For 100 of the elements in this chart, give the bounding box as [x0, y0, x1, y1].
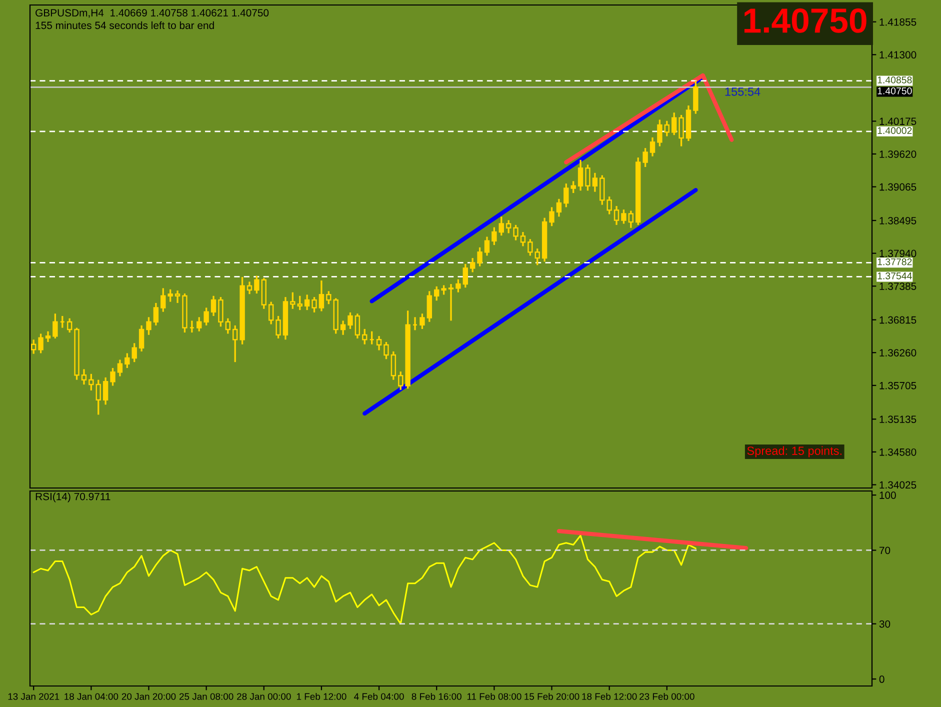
- candlestick: [549, 206, 554, 227]
- candlestick: [462, 263, 468, 288]
- x-tick-label: 25 Jan 08:00: [179, 693, 234, 700]
- candlestick: [225, 317, 231, 335]
- candlestick: [160, 287, 166, 313]
- y-tick-label: 1.37385: [880, 282, 916, 290]
- x-tick-label: 4 Feb 04:00: [354, 692, 404, 700]
- candlestick: [528, 238, 533, 256]
- candlestick: [276, 315, 281, 340]
- y-tick-label: 1.35705: [880, 382, 916, 390]
- candlestick: [312, 296, 317, 314]
- line-series: [32, 534, 696, 625]
- candlestick: [81, 368, 87, 386]
- candlestick: [117, 358, 123, 378]
- candlestick: [246, 280, 252, 295]
- y-tick-label: 30: [879, 620, 890, 628]
- candlestick: [232, 324, 238, 363]
- candlestick: [657, 118, 662, 148]
- candlestick: [138, 324, 144, 352]
- x-tick-label: 13 Jan 2021: [8, 693, 60, 700]
- candlestick: [30, 338, 36, 355]
- candlestick: [45, 330, 51, 343]
- candlestick: [110, 367, 116, 387]
- chart-title: GBPUSDm,H4 1.40669 1.40758 1.40621 1.40750: [36, 9, 269, 18]
- annotation: 155:54: [725, 88, 760, 96]
- candlestick: [578, 159, 584, 192]
- y-tick-label: 100: [880, 492, 896, 499]
- candlestick: [484, 236, 490, 256]
- y-tick-label: 1.38495: [880, 216, 916, 224]
- candlestick: [564, 182, 569, 208]
- candlestick: [592, 172, 598, 193]
- candlestick: [398, 370, 404, 391]
- candlestick: [664, 120, 670, 138]
- x-tick-label: 23 Feb 00:00: [640, 692, 694, 700]
- candlestick: [38, 332, 44, 354]
- y-tick-label: 1.35135: [880, 416, 916, 424]
- candlestick: [456, 278, 461, 294]
- x-tick-label: 8 Feb 16:00: [412, 692, 462, 700]
- x-tick-label: 15 Feb 20:00: [524, 692, 580, 700]
- candlestick: [448, 283, 454, 322]
- y-tick-label: 70: [879, 546, 890, 554]
- candlestick: [210, 295, 216, 317]
- y-tick-label: 1.37940: [880, 250, 916, 258]
- candlestick: [174, 290, 180, 304]
- candlestick: [513, 224, 518, 242]
- candlestick: [318, 280, 324, 312]
- candlestick: [88, 373, 94, 392]
- candlestick: [204, 306, 209, 326]
- candlestick: [340, 320, 346, 336]
- candlestick: [621, 208, 626, 225]
- y-tick-label: 1.39065: [880, 183, 916, 191]
- candlestick: [96, 378, 101, 416]
- candlestick: [642, 147, 648, 168]
- candlestick: [326, 290, 332, 305]
- y-tick-label: 0: [879, 676, 884, 683]
- y-tick-label: 1.40175: [880, 118, 916, 126]
- candlestick: [556, 198, 562, 218]
- candlestick: [492, 226, 497, 246]
- candlestick: [434, 286, 440, 302]
- candlestick: [650, 136, 656, 158]
- candlestick: [534, 248, 540, 266]
- y-tick-label: 1.34025: [880, 481, 916, 489]
- candlestick: [268, 300, 274, 326]
- candlestick: [606, 196, 612, 216]
- ref-line-label: 1.37544: [878, 272, 912, 280]
- candlestick: [614, 205, 620, 226]
- candlestick: [506, 219, 512, 234]
- x-tick-label: 1 Feb 12:00: [296, 692, 346, 700]
- candlestick: [376, 335, 382, 352]
- x-tick-label: 18 Feb 12:00: [582, 692, 637, 700]
- candlestick: [477, 246, 482, 268]
- candlestick: [196, 316, 202, 332]
- candlestick: [441, 284, 446, 296]
- candlestick: [426, 290, 432, 323]
- candlestick: [628, 210, 634, 229]
- y-tick-label: 1.36260: [880, 349, 916, 356]
- y-tick-label: 1.41300: [880, 51, 916, 59]
- candlestick: [146, 316, 152, 336]
- candlestick: [520, 231, 526, 248]
- y-tick-label: 1.39620: [880, 150, 916, 158]
- x-tick-label: 20 Jan 20:00: [122, 693, 176, 700]
- candlestick: [348, 312, 353, 330]
- candlestick: [297, 295, 302, 311]
- candlestick: [671, 112, 677, 136]
- candlestick: [168, 288, 173, 303]
- candlestick: [362, 328, 368, 346]
- annotation: Spread: 15 points.: [747, 446, 842, 458]
- y-tick-label: 1.41855: [880, 18, 916, 26]
- candlestick: [304, 294, 310, 311]
- annotation: 1.40750: [744, 8, 866, 33]
- candlestick: [390, 350, 396, 381]
- ref-line-label: 1.40858: [878, 76, 912, 84]
- x-tick-label: 11 Feb 08:00: [467, 692, 522, 700]
- candlestick: [290, 291, 296, 310]
- ref-line-label: 1.40002: [878, 127, 912, 134]
- candlestick: [66, 317, 72, 334]
- chart-title: RSI(14) 70.9711: [36, 492, 110, 502]
- x-tick-label: 28 Jan 00:00: [237, 693, 291, 700]
- candlestick: [693, 80, 698, 115]
- candlestick: [218, 296, 224, 328]
